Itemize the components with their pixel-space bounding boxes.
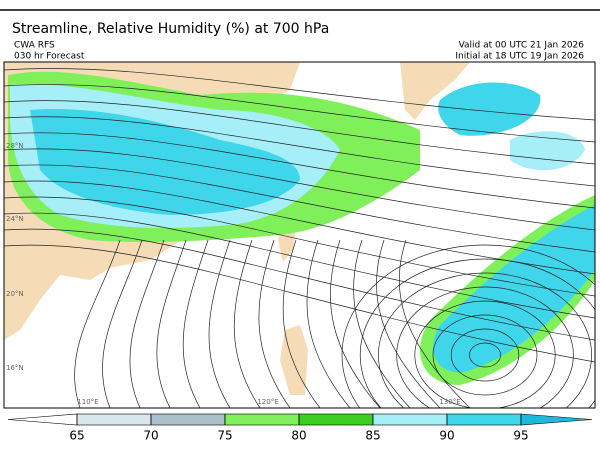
humidity-cyan-e [510,131,585,171]
streamline [233,239,261,408]
streamline [398,239,471,408]
streamlines [4,68,595,408]
colorbar-segment [76,413,152,426]
humidity-cyan [30,109,300,215]
japan [400,62,470,120]
map-area [4,62,595,408]
streamline [330,239,381,408]
colorbar-label: 90 [439,429,454,443]
streamline [4,132,595,209]
streamline [4,212,595,319]
streamline [469,342,501,368]
streamline [353,239,411,408]
streamline [258,239,291,408]
map-frame [3,61,596,409]
streamline [282,239,321,408]
forecast-hour: 030 hr Forecast [14,52,85,62]
lat-label: 16°N [6,364,24,372]
streamline [4,180,595,275]
streamline [156,239,187,408]
streamline [376,239,441,408]
lon-label: 110°E [77,398,98,406]
streamline [359,258,595,408]
model: CWA RFS [14,41,55,51]
streamline [4,196,595,297]
valid-time: Valid at 00 UTC 21 Jan 2026 [459,41,585,51]
streamline [432,314,538,396]
colorbar-segment [224,413,300,426]
lat-label: 24°N [6,215,24,223]
streamline [4,116,595,187]
colorbar-segment [298,413,374,426]
colorbar-label: 95 [513,429,528,443]
streamline [74,239,121,408]
streamline [414,300,556,408]
streamline [4,228,595,341]
streamline [341,244,595,408]
streamline [378,272,592,408]
streamline [396,286,574,408]
streamline [4,164,595,253]
streamline [4,148,595,231]
lon-label: 130°E [439,398,460,406]
streamline [4,68,595,121]
streamline [450,328,520,382]
colorbar-label: 70 [143,429,158,443]
colorbar: 65 70 75 80 85 90 95 [7,413,593,443]
colorbar-label: 85 [365,429,380,443]
lat-label: 20°N [6,290,24,298]
streamline [4,244,595,363]
colorbar-segment [150,413,226,426]
streamline [4,100,595,165]
colorbar-segment [446,413,522,426]
colorbar-high [520,413,593,426]
colorbar-label: 75 [217,429,232,443]
streamline [306,239,351,408]
colorbar-low [7,413,78,426]
humidity-cyan-ne [438,82,541,136]
streamline [208,239,231,408]
streamline [129,239,165,408]
colorbar-segment [372,413,448,426]
colorbar-label: 65 [69,429,84,443]
streamline [102,239,143,408]
streamline [182,239,209,408]
colorbar-label: 80 [291,429,306,443]
lon-label: 120°E [257,398,278,406]
lat-label: 28°N [6,142,24,150]
title: Streamline, Relative Humidity (%) at 700… [12,21,329,37]
initial-time: Initial at 18 UTC 19 Jan 2026 [455,52,584,62]
streamline [4,84,595,143]
